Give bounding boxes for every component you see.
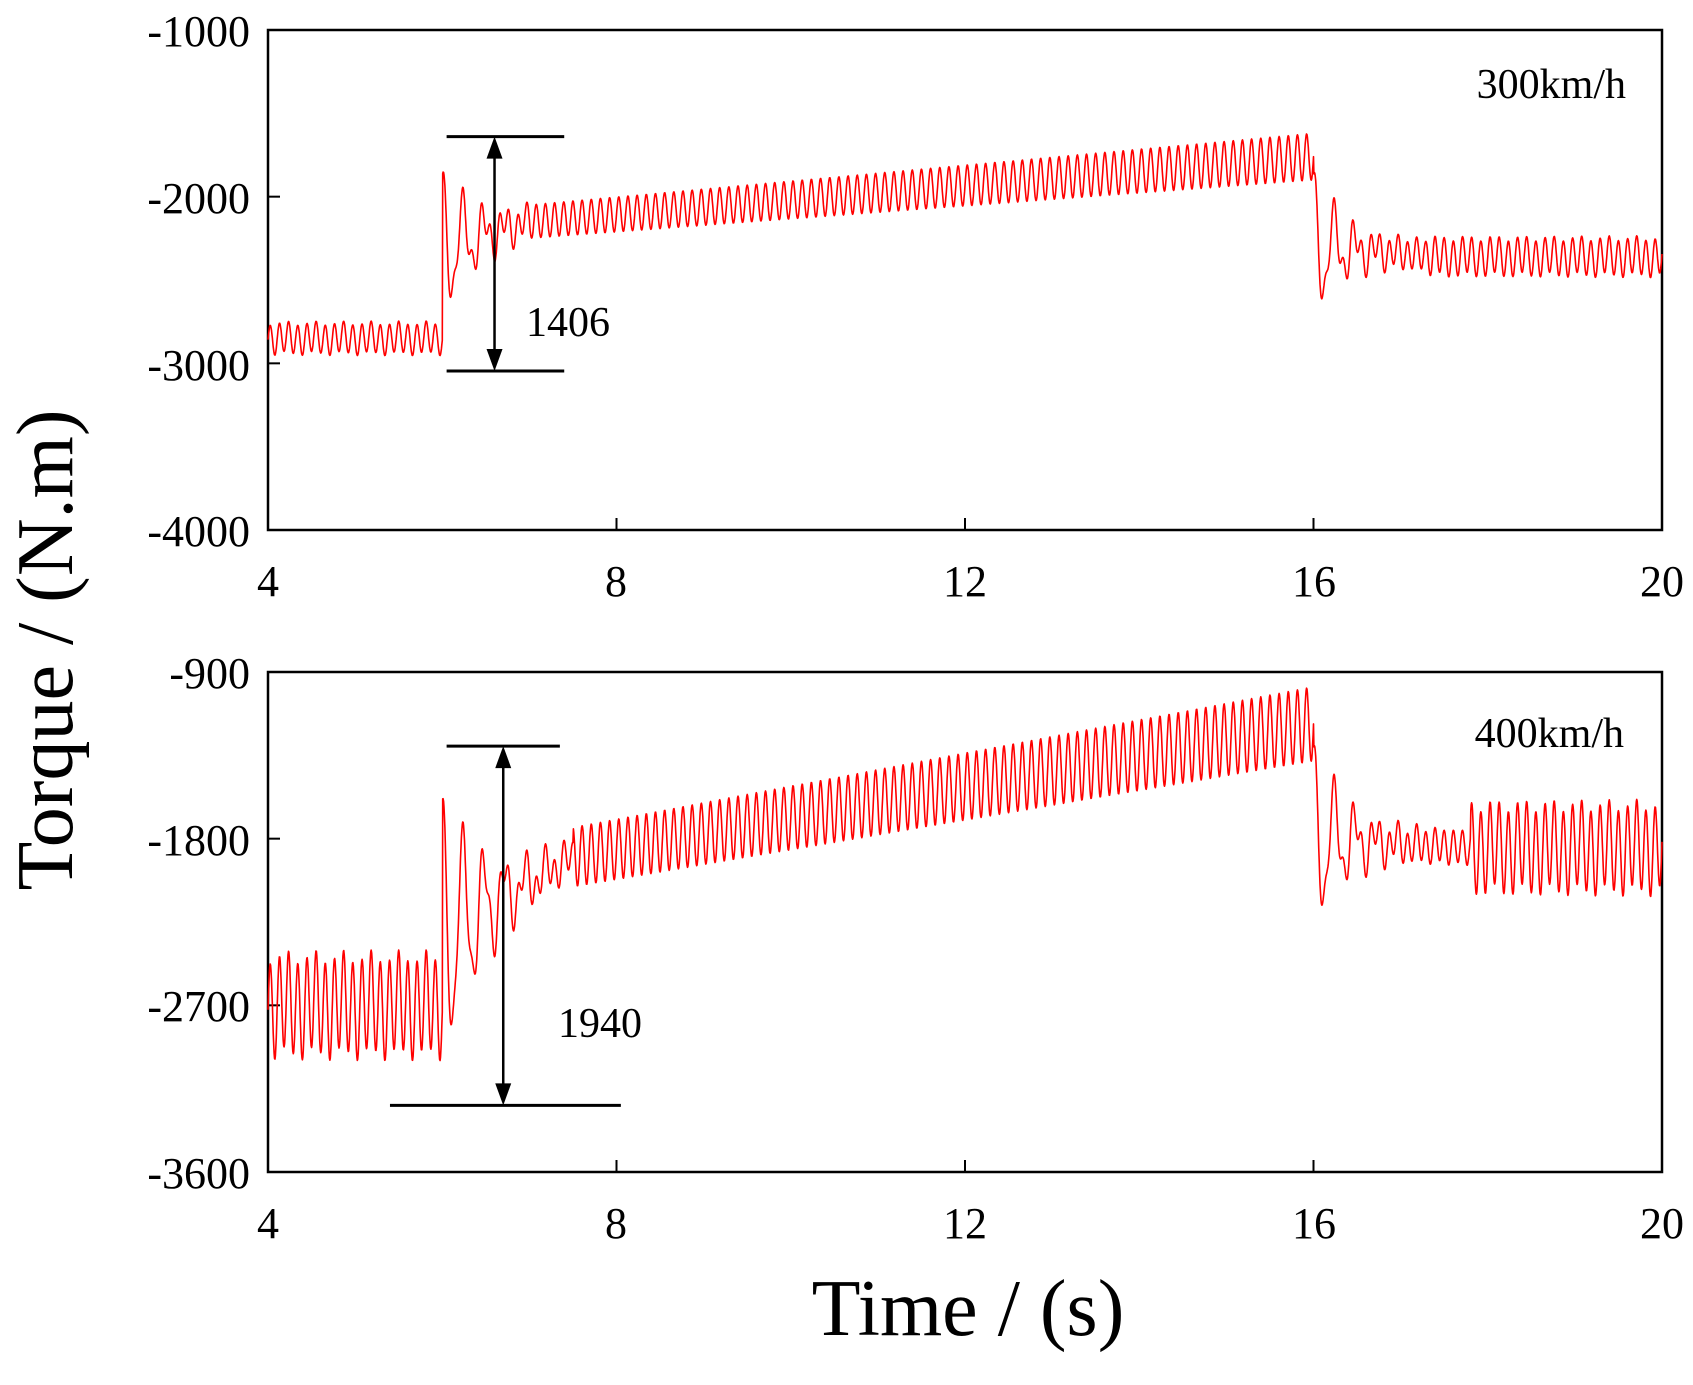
y-tick-label: -3000 (147, 341, 250, 390)
y-tick-labels-400kmh: -900 -1800 -2700 -3600 (147, 649, 250, 1198)
x-tick-label: 8 (605, 1199, 627, 1248)
speed-label-400kmh: 400km/h (1475, 711, 1624, 757)
y-tick-label: -2700 (147, 982, 250, 1031)
x-tick-label: 8 (605, 557, 627, 606)
amplitude-marker-400kmh (389, 744, 621, 1107)
amplitude-label-400kmh: 1940 (558, 1001, 642, 1047)
amplitude-marker-300kmh (446, 135, 565, 373)
x-tick-label: 20 (1640, 557, 1684, 606)
y-axis-title: Torque / (N.m) (2, 410, 90, 891)
x-tick-labels-400kmh: 4 8 12 16 20 (257, 1199, 1684, 1248)
chart-panel-400kmh: -900 -1800 -2700 -3600 4 8 12 16 20 1940… (147, 649, 1684, 1248)
annotation-arrow-head-down (495, 1083, 512, 1106)
axis-ticks-300kmh (267, 29, 1663, 531)
chart-panel-300kmh: -1000 -2000 -3000 -4000 4 8 12 16 20 140… (147, 7, 1684, 606)
annotation-arrow-head-down (486, 349, 503, 371)
y-tick-labels-300kmh: -1000 -2000 -3000 -4000 (147, 7, 250, 556)
speed-label-300kmh: 300km/h (1477, 62, 1626, 108)
x-tick-labels-300kmh: 4 8 12 16 20 (257, 557, 1684, 606)
torque-line-300kmh (267, 133, 1663, 357)
x-tick-label: 20 (1640, 1199, 1684, 1248)
annotation-arrow-head-up (495, 746, 512, 769)
torque-line-400kmh (267, 687, 1663, 1062)
y-tick-label: -4000 (147, 507, 250, 556)
x-tick-label: 4 (257, 557, 279, 606)
y-tick-label: -2000 (147, 174, 250, 223)
plot-frame-300kmh (266, 28, 1664, 532)
x-tick-label: 4 (257, 1199, 279, 1248)
y-tick-label: -3600 (147, 1149, 250, 1198)
x-tick-label: 12 (943, 557, 987, 606)
y-tick-label: -900 (169, 649, 250, 698)
y-tick-label: -1800 (147, 816, 250, 865)
x-tick-label: 16 (1292, 1199, 1336, 1248)
x-tick-label: 16 (1292, 557, 1336, 606)
x-tick-label: 12 (943, 1199, 987, 1248)
x-axis-title: Time / (s) (812, 1265, 1125, 1353)
amplitude-label-300kmh: 1406 (526, 300, 610, 346)
annotation-arrow-head-up (486, 136, 503, 159)
y-tick-label: -1000 (147, 7, 250, 56)
